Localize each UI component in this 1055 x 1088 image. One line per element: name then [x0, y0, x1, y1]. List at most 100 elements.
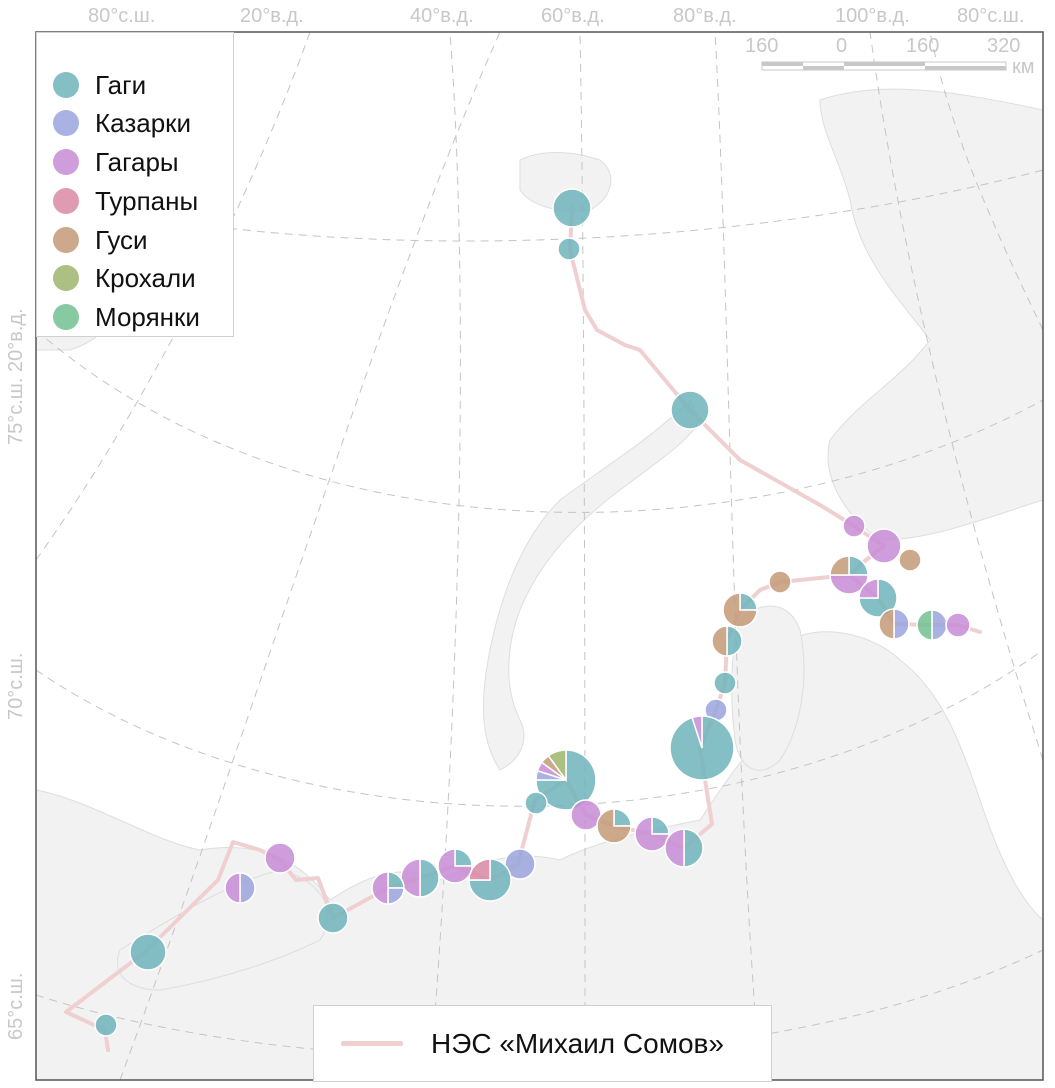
observation-pie-1 — [552, 188, 592, 228]
legend-label-moryanki: Морянки — [95, 301, 200, 332]
observation-pie-9 — [768, 570, 792, 594]
legend-item-kazarki: Казарки — [37, 105, 191, 141]
pie-slice — [129, 933, 167, 971]
observation-pie-11 — [711, 625, 743, 657]
scale-tick-2: 0 — [836, 35, 847, 57]
grid-label-left-1: 75°с.ш. 20°в.д. — [5, 308, 27, 445]
legend-label-krokhali: Крохали — [95, 262, 196, 293]
legend-item-krokhali: Крохали — [37, 260, 196, 296]
novaya-zemlya — [482, 399, 701, 771]
route-legend: НЭС «Михаил Сомов» — [313, 1005, 772, 1082]
pie-slice — [945, 612, 971, 638]
pie-slice — [829, 574, 869, 595]
observation-pie-6 — [898, 548, 922, 572]
observation-pie-26 — [437, 848, 473, 884]
pie-slice — [419, 858, 440, 898]
observation-pie-24 — [504, 848, 536, 880]
scale-tick-1: 160 — [745, 35, 778, 57]
pie-slice — [524, 791, 548, 815]
pie-slice — [916, 609, 933, 641]
pie-slice — [437, 848, 473, 884]
legend-item-gusi: Гуси — [37, 222, 148, 258]
pie-slice — [651, 816, 670, 835]
pie-slice — [239, 872, 256, 904]
observation-pie-33 — [94, 1013, 118, 1037]
legend-swatch-gagary — [53, 149, 79, 175]
pie-slice — [468, 858, 491, 881]
legend-item-turpany: Турпаны — [37, 183, 198, 219]
legend-swatch-krokhali — [53, 265, 79, 291]
legend-label-gusi: Гуси — [95, 224, 148, 255]
grid-label-top-7: 80°с.ш. — [957, 5, 1024, 27]
route-legend-label: НЭС «Михаил Сомов» — [431, 1027, 724, 1059]
observation-pie-5 — [866, 528, 902, 564]
observation-pie-29 — [317, 902, 349, 934]
observation-pie-22 — [634, 816, 670, 852]
pie-slice — [866, 528, 902, 564]
yamal-peninsula — [731, 605, 805, 771]
pie-slice — [371, 871, 389, 905]
grid-label-top-2: 20°в.д. — [240, 5, 304, 27]
graticule-labels-top: 80°с.ш. 20°в.д. 40°в.д. 60°в.д. 80°в.д. … — [88, 5, 1024, 27]
pie-slice — [468, 858, 512, 902]
grid-label-top-4: 60°в.д. — [541, 5, 605, 27]
grid-label-top-1: 80°с.ш. — [88, 5, 155, 27]
observation-pie-31 — [224, 872, 256, 904]
pie-slice — [94, 1013, 118, 1037]
pie-slice — [664, 828, 685, 868]
taymyr-region — [819, 88, 1043, 541]
observation-pie-25 — [468, 858, 512, 902]
grid-label-top-6: 100°в.д. — [835, 5, 910, 27]
observation-pie-10 — [722, 592, 758, 628]
observation-pie-14 — [669, 715, 735, 781]
legend-swatch-moryanki — [53, 304, 79, 330]
observation-pie-3 — [670, 390, 710, 430]
observation-points — [94, 188, 971, 1037]
legend-label-gagi: Гаги — [95, 69, 147, 100]
pie-slice — [878, 608, 895, 640]
observation-pie-4 — [842, 514, 866, 538]
observation-pie-27 — [400, 858, 440, 898]
observation-pie-15 — [878, 608, 910, 640]
observation-pie-17 — [945, 612, 971, 638]
legend-item-moryanki: Морянки — [37, 299, 200, 335]
pie-slice — [613, 808, 632, 827]
pie-slice — [264, 842, 296, 874]
pie-slice — [317, 902, 349, 934]
pie-slice — [670, 390, 710, 430]
pie-slice — [552, 188, 592, 228]
scale-tick-4: 320 — [987, 35, 1020, 57]
observation-pie-2 — [557, 237, 581, 261]
pie-slice — [691, 715, 703, 749]
scale-bar: 160 0 160 320 км — [745, 35, 1035, 78]
legend-swatch-gagi — [53, 72, 79, 98]
scale-tick-3: 160 — [906, 35, 939, 57]
pie-slice — [596, 808, 632, 844]
observation-pie-28 — [371, 871, 405, 905]
scale-unit: км — [1012, 56, 1035, 78]
pie-slice — [547, 749, 567, 783]
observation-pie-7 — [829, 555, 869, 595]
pie-slice — [224, 872, 241, 904]
observation-pie-23 — [664, 828, 704, 868]
legend-label-turpany: Турпаны — [95, 185, 199, 216]
pie-slice — [454, 848, 473, 867]
observation-pie-21 — [596, 808, 632, 844]
legend-item-gagi: Гаги — [37, 67, 146, 103]
pie-slice — [858, 578, 879, 599]
observation-pie-8 — [858, 578, 898, 618]
observation-pie-32 — [129, 933, 167, 971]
pie-slice — [683, 828, 704, 868]
legend-label-kazarki: Казарки — [95, 107, 192, 138]
observation-pie-16 — [916, 609, 948, 641]
pie-slice — [722, 592, 758, 628]
legend-swatch-gusi — [53, 227, 79, 253]
grid-label-left-2: 70°с.ш. — [5, 653, 27, 720]
pie-slice — [842, 514, 866, 538]
observation-pie-12 — [713, 671, 737, 695]
grid-label-top-3: 40°в.д. — [410, 5, 474, 27]
legend-label-gagary: Гагары — [95, 146, 179, 177]
pie-slice — [504, 848, 536, 880]
grid-label-left-3: 65°с.ш. — [5, 973, 27, 1040]
pie-slice — [893, 608, 910, 640]
